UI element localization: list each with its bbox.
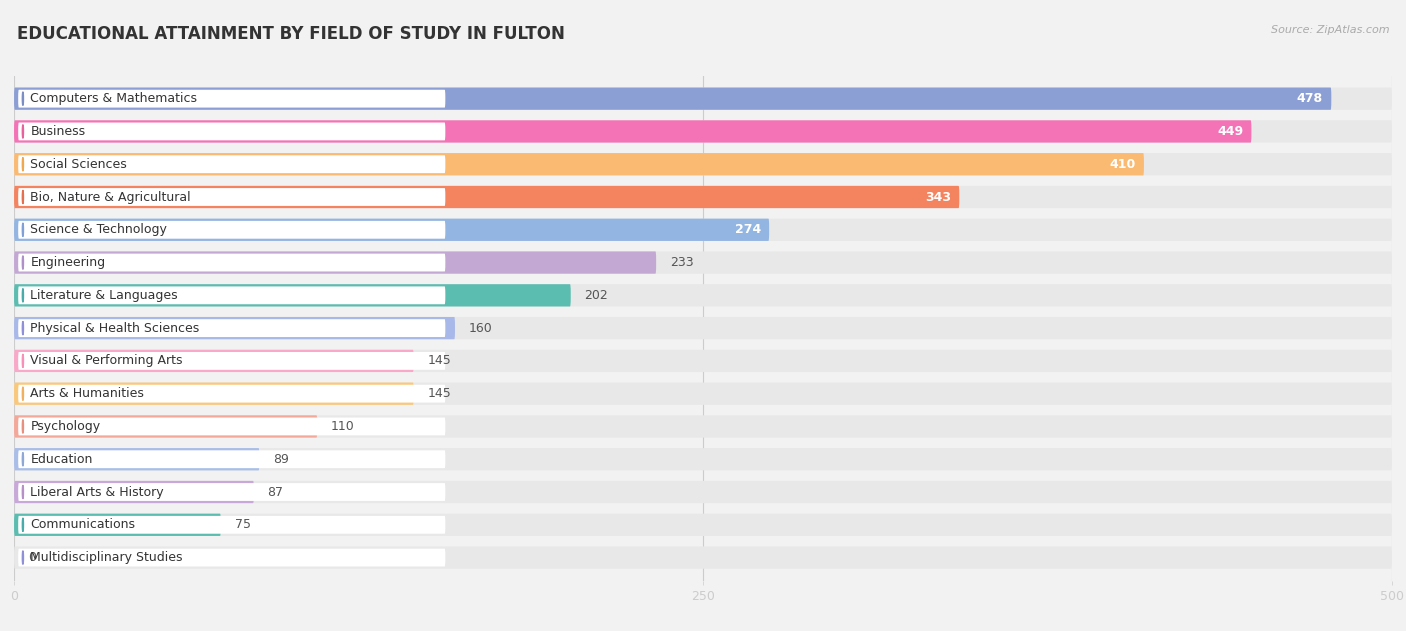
FancyBboxPatch shape (18, 385, 446, 403)
Text: 410: 410 (1109, 158, 1136, 171)
FancyBboxPatch shape (18, 155, 446, 173)
Text: EDUCATIONAL ATTAINMENT BY FIELD OF STUDY IN FULTON: EDUCATIONAL ATTAINMENT BY FIELD OF STUDY… (17, 25, 565, 44)
FancyBboxPatch shape (18, 122, 446, 140)
FancyBboxPatch shape (14, 481, 254, 503)
Text: Business: Business (31, 125, 86, 138)
FancyBboxPatch shape (18, 516, 446, 534)
Text: Engineering: Engineering (31, 256, 105, 269)
Text: Education: Education (31, 452, 93, 466)
FancyBboxPatch shape (14, 153, 1392, 175)
FancyBboxPatch shape (14, 218, 1392, 241)
FancyBboxPatch shape (14, 317, 456, 339)
FancyBboxPatch shape (18, 254, 446, 271)
FancyBboxPatch shape (18, 352, 446, 370)
FancyBboxPatch shape (14, 284, 1392, 307)
FancyBboxPatch shape (14, 153, 1144, 175)
Text: Visual & Performing Arts: Visual & Performing Arts (31, 355, 183, 367)
FancyBboxPatch shape (14, 415, 318, 438)
Text: 160: 160 (468, 322, 492, 334)
FancyBboxPatch shape (14, 415, 1392, 438)
FancyBboxPatch shape (14, 121, 1251, 143)
Text: 202: 202 (585, 289, 609, 302)
FancyBboxPatch shape (14, 382, 413, 405)
Text: Multidisciplinary Studies: Multidisciplinary Studies (31, 551, 183, 564)
FancyBboxPatch shape (18, 418, 446, 435)
FancyBboxPatch shape (14, 514, 1392, 536)
Text: 145: 145 (427, 387, 451, 400)
Text: 449: 449 (1218, 125, 1243, 138)
Text: 110: 110 (330, 420, 354, 433)
Text: Arts & Humanities: Arts & Humanities (31, 387, 145, 400)
Text: Literature & Languages: Literature & Languages (31, 289, 179, 302)
FancyBboxPatch shape (18, 319, 446, 337)
Text: Science & Technology: Science & Technology (31, 223, 167, 236)
Text: 233: 233 (669, 256, 693, 269)
FancyBboxPatch shape (14, 186, 1392, 208)
FancyBboxPatch shape (18, 286, 446, 304)
FancyBboxPatch shape (14, 218, 769, 241)
FancyBboxPatch shape (14, 284, 571, 307)
Text: 75: 75 (235, 518, 250, 531)
FancyBboxPatch shape (18, 483, 446, 501)
Text: 478: 478 (1296, 92, 1323, 105)
Text: 343: 343 (925, 191, 950, 204)
FancyBboxPatch shape (14, 481, 1392, 503)
Text: Liberal Arts & History: Liberal Arts & History (31, 485, 165, 498)
Text: Physical & Health Sciences: Physical & Health Sciences (31, 322, 200, 334)
FancyBboxPatch shape (14, 88, 1331, 110)
Text: 89: 89 (273, 452, 290, 466)
FancyBboxPatch shape (18, 451, 446, 468)
FancyBboxPatch shape (14, 514, 221, 536)
Text: 274: 274 (734, 223, 761, 236)
FancyBboxPatch shape (14, 546, 1392, 569)
FancyBboxPatch shape (18, 221, 446, 239)
Text: Psychology: Psychology (31, 420, 100, 433)
FancyBboxPatch shape (18, 188, 446, 206)
Text: 87: 87 (267, 485, 284, 498)
FancyBboxPatch shape (14, 251, 657, 274)
FancyBboxPatch shape (14, 121, 1392, 143)
FancyBboxPatch shape (14, 251, 1392, 274)
FancyBboxPatch shape (14, 186, 959, 208)
Text: Source: ZipAtlas.com: Source: ZipAtlas.com (1271, 25, 1389, 35)
FancyBboxPatch shape (18, 549, 446, 567)
Text: Social Sciences: Social Sciences (31, 158, 127, 171)
FancyBboxPatch shape (18, 90, 446, 107)
FancyBboxPatch shape (14, 350, 1392, 372)
Text: 0: 0 (28, 551, 35, 564)
Text: Computers & Mathematics: Computers & Mathematics (31, 92, 197, 105)
FancyBboxPatch shape (14, 448, 1392, 470)
Text: Communications: Communications (31, 518, 135, 531)
FancyBboxPatch shape (14, 317, 1392, 339)
FancyBboxPatch shape (14, 88, 1392, 110)
Text: Bio, Nature & Agricultural: Bio, Nature & Agricultural (31, 191, 191, 204)
Text: 145: 145 (427, 355, 451, 367)
FancyBboxPatch shape (14, 448, 259, 470)
FancyBboxPatch shape (14, 382, 1392, 405)
FancyBboxPatch shape (14, 350, 413, 372)
